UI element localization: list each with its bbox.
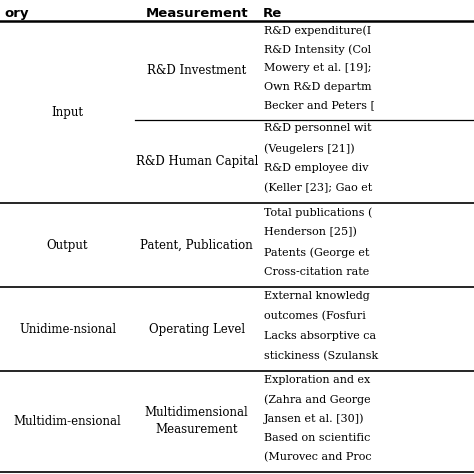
Text: (Keller [23]; Gao et: (Keller [23]; Gao et [264,183,372,194]
Text: ory: ory [5,7,29,20]
Text: Lacks absorptive ca: Lacks absorptive ca [264,331,376,341]
Text: R&D expenditure(I: R&D expenditure(I [264,25,371,36]
Text: (Veugelers [21]): (Veugelers [21]) [264,143,355,154]
Text: R&D Intensity (Col: R&D Intensity (Col [264,44,371,55]
Text: (Zahra and George: (Zahra and George [264,394,371,405]
Text: Based on scientific: Based on scientific [264,433,370,443]
Text: Multidimensional
Measurement: Multidimensional Measurement [145,406,248,437]
Text: R&D personnel wit: R&D personnel wit [264,123,372,133]
Text: Exploration and ex: Exploration and ex [264,375,370,385]
Text: Patent, Publication: Patent, Publication [140,239,253,252]
Text: Input: Input [52,106,83,119]
Text: Output: Output [47,239,88,252]
Text: stickiness (Szulansk: stickiness (Szulansk [264,351,378,361]
Text: External knowledg: External knowledg [264,291,370,301]
Text: Multidim-ensional: Multidim-ensional [14,415,121,428]
Text: (Murovec and Proc: (Murovec and Proc [264,452,372,463]
Text: Becker and Peters [: Becker and Peters [ [264,100,375,110]
Text: outcomes (Fosfuri: outcomes (Fosfuri [264,311,369,321]
Text: Mowery et al. [19];: Mowery et al. [19]; [264,63,372,73]
Text: Own R&D departm: Own R&D departm [264,82,372,92]
Text: Measurement: Measurement [146,7,248,20]
Text: Cross-citation rate: Cross-citation rate [264,267,373,277]
Text: R&D Investment: R&D Investment [147,64,246,77]
Text: Operating Level: Operating Level [149,323,245,336]
Text: R&D Human Capital: R&D Human Capital [136,155,258,168]
Text: Patents (George et: Patents (George et [264,247,373,258]
Text: R&D employee div: R&D employee div [264,164,368,173]
Text: Jansen et al. [30]): Jansen et al. [30]) [264,413,365,424]
Text: Total publications (: Total publications ( [264,207,373,218]
Text: Re: Re [263,7,283,20]
Text: Unidime-nsional: Unidime-nsional [19,323,116,336]
Text: Henderson [25]): Henderson [25]) [264,227,357,237]
